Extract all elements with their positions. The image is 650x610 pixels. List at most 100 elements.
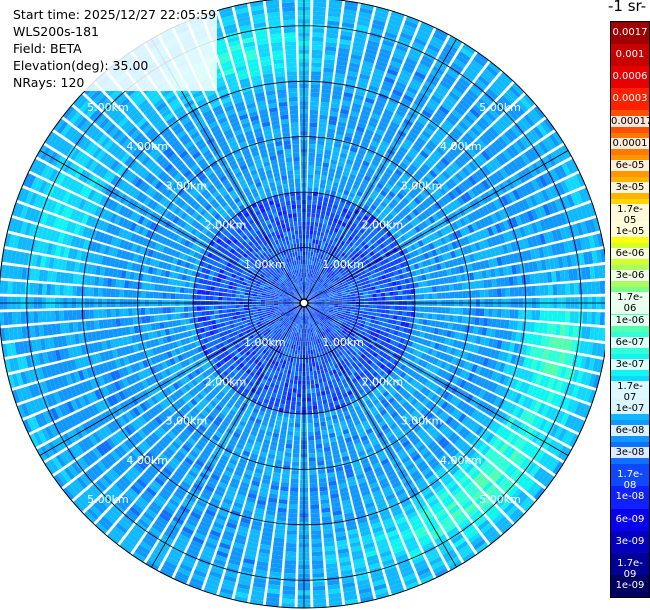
ppi-cell (401, 284, 407, 290)
ppi-cell (513, 252, 520, 263)
ppi-cell (314, 178, 320, 184)
ppi-cell (441, 183, 450, 193)
ppi-cell (391, 56, 404, 65)
ppi-cell (411, 188, 419, 196)
ppi-cell (526, 309, 532, 320)
ppi-cell (368, 36, 381, 44)
ppi-cell (463, 215, 471, 225)
ppi-cell (363, 101, 374, 109)
ppi-cell (307, 199, 312, 205)
ppi-cell (400, 235, 407, 242)
ppi-cell (359, 113, 370, 121)
ppi-cell (385, 223, 392, 230)
ppi-cell (485, 129, 496, 141)
ppi-cell (311, 247, 314, 253)
ppi-cell (518, 286, 523, 297)
ppi-cell (414, 282, 419, 288)
ppi-cell (436, 314, 442, 321)
ppi-cell (319, 417, 326, 423)
ppi-cell (359, 228, 366, 234)
ppi-cell (373, 241, 379, 248)
ppi-cell (339, 225, 345, 231)
ppi-cell (435, 278, 441, 285)
ppi-cell (349, 247, 355, 253)
ppi-cell (505, 287, 511, 297)
ppi-cell (470, 281, 476, 289)
ppi-cell (449, 291, 455, 299)
ppi-cell (367, 275, 373, 280)
ppi-cell (404, 154, 414, 163)
ppi-cell (500, 319, 506, 329)
ppi-cell (488, 160, 499, 171)
ppi-cell (436, 292, 442, 299)
ppi-cell (329, 163, 337, 170)
ppi-cell (328, 11, 341, 18)
ppi-cell (477, 75, 490, 87)
ppi-cell (335, 270, 340, 275)
ppi-cell (535, 285, 541, 296)
ppi-cell (340, 257, 346, 263)
ppi-cell (317, 277, 321, 282)
ppi-cell (393, 270, 399, 276)
ppi-cell (307, 255, 310, 261)
ppi-cell (328, 291, 333, 295)
ppi-cell (305, 238, 309, 243)
ppi-cell (416, 137, 427, 146)
ppi-cell (304, 294, 306, 299)
ppi-cell (362, 273, 368, 278)
ppi-cell (568, 176, 578, 190)
ppi-cell (343, 217, 349, 224)
ppi-cell (308, 453, 316, 458)
ppi-cell (344, 131, 354, 138)
ppi-cell (406, 151, 416, 160)
ppi-cell (360, 270, 366, 275)
ppi-cell (306, 264, 309, 269)
ppi-cell (498, 117, 509, 129)
ppi-cell (307, 251, 311, 256)
ppi-cell (330, 286, 336, 290)
ppi-cell (586, 281, 592, 295)
ppi-cell (313, 226, 318, 231)
ppi-cell (574, 190, 583, 205)
ppi-cell (292, 453, 300, 458)
ppi-cell (467, 189, 476, 199)
ppi-cell (421, 130, 432, 139)
ppi-cell (553, 166, 564, 180)
ppi-cell (307, 401, 312, 407)
ppi-cell (353, 274, 359, 279)
ppi-cell (365, 200, 372, 207)
ppi-cell (315, 261, 319, 267)
ppi-cell (399, 274, 405, 280)
ppi-cell (495, 154, 506, 166)
ppi-cell (304, 268, 307, 273)
ppi-cell (319, 273, 324, 278)
ppi-cell (312, 279, 315, 284)
ppi-cell (337, 51, 349, 58)
ppi-cell (572, 174, 582, 189)
ppi-cell (497, 136, 508, 148)
ppi-cell (390, 276, 396, 282)
ppi-cell (539, 285, 545, 296)
ppi-cell (555, 213, 564, 227)
ppi-cell (377, 124, 387, 132)
ppi-cell (564, 178, 574, 192)
ppi-cell (325, 37, 338, 43)
ppi-cell (425, 47, 439, 57)
ppi-cell (523, 225, 531, 236)
ppi-cell (437, 83, 449, 94)
ppi-cell (421, 109, 433, 119)
ppi-cell (552, 131, 564, 145)
ppi-cell (350, 54, 362, 61)
ppi-cell (343, 242, 349, 249)
ppi-cell (444, 284, 450, 292)
ppi-cell (363, 244, 370, 250)
ppi-cell (409, 147, 419, 156)
ppi-cell (318, 283, 322, 288)
ppi-cell (451, 221, 459, 231)
ppi-cell (308, 291, 312, 296)
ppi-cell (415, 33, 429, 43)
ppi-cell (454, 249, 461, 258)
ppi-cell (439, 321, 445, 329)
ppi-cell (425, 143, 435, 153)
ppi-cell (472, 104, 484, 116)
